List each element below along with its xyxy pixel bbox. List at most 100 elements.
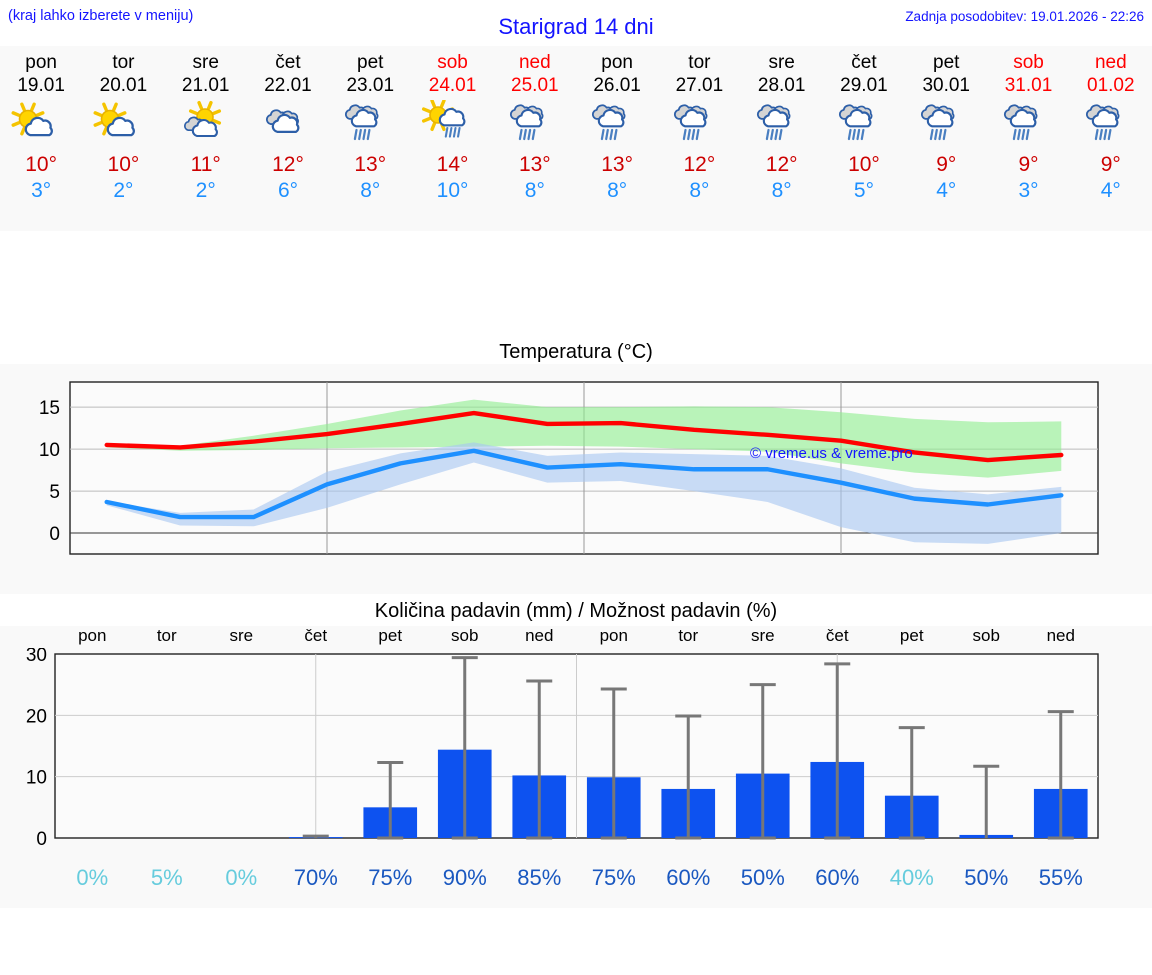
precipitation-day-label: čet bbox=[825, 626, 849, 645]
forecast-min-temp: 8° bbox=[360, 179, 381, 202]
forecast-max-temp: 12° bbox=[272, 153, 304, 176]
precipitation-chart-section: Količina padavin (mm) / Možnost padavin … bbox=[0, 598, 1152, 908]
rain-icon bbox=[333, 100, 407, 152]
forecast-day-date: 23.01 bbox=[346, 75, 395, 96]
forecast-day-date: 21.01 bbox=[181, 75, 230, 96]
forecast-day-column[interactable]: tor 20.01 10° 2° bbox=[82, 46, 164, 231]
forecast-day-name: čet bbox=[275, 52, 301, 73]
precipitation-probability-label: 60% bbox=[666, 865, 711, 890]
forecast-min-temp: 2° bbox=[113, 179, 134, 202]
precipitation-probability-label: 85% bbox=[517, 865, 562, 890]
forecast-day-date: 29.01 bbox=[840, 75, 888, 96]
forecast-day-column[interactable]: sob 24.01 14° 10° bbox=[411, 46, 493, 231]
forecast-day-name: tor bbox=[112, 52, 135, 73]
precipitation-probability-label: 70% bbox=[293, 865, 338, 890]
temperature-chart-section: Temperatura (°C) 0 5 10 15 © vreme.us & vre… bbox=[0, 336, 1152, 594]
forecast-max-temp: 12° bbox=[683, 153, 716, 176]
forecast-day-date: 24.01 bbox=[428, 75, 477, 96]
rain-icon bbox=[745, 100, 819, 152]
rain-icon bbox=[498, 100, 572, 152]
rain-icon bbox=[827, 100, 901, 152]
cloudy-icon bbox=[251, 100, 325, 152]
forecast-max-temp: 13° bbox=[518, 153, 551, 176]
daily-forecast-strip: pon 19.01 10° 3° tor 20.01 10° 2° sre 21.01 11° 2° č… bbox=[0, 46, 1152, 231]
forecast-day-column[interactable]: čet 22.01 12° 6° bbox=[247, 46, 329, 231]
rain-icon bbox=[909, 100, 983, 152]
svg-text:30: 30 bbox=[26, 648, 47, 666]
precipitation-day-label: ned bbox=[525, 626, 554, 645]
forecast-day-column[interactable]: pon 26.01 13° 8° bbox=[576, 46, 658, 231]
forecast-day-date: 26.01 bbox=[593, 75, 641, 96]
temperature-chart-svg: 0 5 10 15 bbox=[39, 381, 1099, 555]
forecast-day-column[interactable]: pon 19.01 10° 3° bbox=[0, 46, 82, 231]
forecast-max-temp: 9° bbox=[1018, 153, 1039, 176]
forecast-max-temp: 9° bbox=[936, 153, 957, 176]
menu-hint-text: (kraj lahko izberete v meniju) bbox=[8, 8, 194, 24]
forecast-day-date: 20.01 bbox=[99, 75, 148, 96]
precipitation-day-label: tor bbox=[678, 626, 699, 645]
precipitation-chart-title: Količina padavin (mm) / Možnost padavin … bbox=[0, 598, 1152, 626]
forecast-min-temp: 8° bbox=[524, 179, 545, 202]
forecast-day-name: tor bbox=[688, 52, 711, 73]
forecast-min-temp: 6° bbox=[277, 179, 299, 202]
forecast-min-temp: 4° bbox=[1100, 179, 1121, 202]
precipitation-day-label: ned bbox=[1046, 626, 1075, 645]
forecast-max-temp: 12° bbox=[765, 153, 798, 176]
forecast-day-date: 31.01 bbox=[1004, 75, 1053, 96]
forecast-max-temp: 10° bbox=[848, 153, 880, 176]
precipitation-day-label: sob bbox=[972, 626, 1000, 645]
forecast-day-column[interactable]: sre 28.01 12° 8° bbox=[741, 46, 823, 231]
forecast-day-column[interactable]: ned 25.01 13° 8° bbox=[494, 46, 576, 231]
forecast-day-date: 27.01 bbox=[675, 75, 724, 96]
rain-icon bbox=[580, 100, 654, 152]
precipitation-day-labels: pon tor sre čet pet sob ned pon tor sre čet pet sob n… bbox=[0, 626, 1152, 648]
forecast-max-temp: 9° bbox=[1100, 153, 1121, 176]
sun-cloud-icon bbox=[86, 100, 160, 152]
forecast-max-temp: 11° bbox=[190, 153, 221, 176]
forecast-day-column[interactable]: pet 30.01 9° 4° bbox=[905, 46, 987, 231]
forecast-day-name: čet bbox=[851, 52, 877, 73]
forecast-max-temp: 10° bbox=[107, 153, 140, 176]
forecast-min-temp: 3° bbox=[31, 179, 52, 202]
forecast-day-name: sre bbox=[192, 52, 219, 73]
forecast-day-name: sre bbox=[768, 52, 795, 73]
forecast-day-column[interactable]: čet 29.01 10° 5° bbox=[823, 46, 905, 231]
forecast-day-column[interactable]: ned 01.02 9° 4° bbox=[1070, 46, 1152, 231]
forecast-min-temp: 8° bbox=[607, 179, 628, 202]
precipitation-plot: 0 10 20 30 bbox=[0, 648, 1152, 863]
svg-text:10: 10 bbox=[26, 768, 47, 789]
forecast-day-column[interactable]: sob 31.01 9° 3° bbox=[987, 46, 1069, 231]
forecast-min-temp: 3° bbox=[1018, 179, 1039, 202]
precipitation-probability-label: 75% bbox=[591, 865, 636, 890]
precipitation-probability-label: 50% bbox=[740, 865, 785, 890]
precipitation-probability-label: 40% bbox=[889, 865, 934, 890]
forecast-min-temp: 2° bbox=[195, 179, 216, 202]
forecast-day-column[interactable]: pet 23.01 13° 8° bbox=[329, 46, 411, 231]
forecast-day-name: pet bbox=[357, 52, 384, 73]
svg-text:0: 0 bbox=[36, 829, 47, 850]
svg-text:20: 20 bbox=[26, 706, 47, 727]
forecast-day-column[interactable]: tor 27.01 12° 8° bbox=[658, 46, 740, 231]
forecast-day-date: 19.01 bbox=[17, 75, 65, 96]
temperature-chart-title: Temperatura (°C) bbox=[0, 336, 1152, 364]
rain-icon bbox=[1074, 100, 1148, 152]
forecast-day-name: sob bbox=[437, 52, 468, 73]
sun-cloud-icon bbox=[4, 100, 78, 152]
precipitation-probability-label: 90% bbox=[442, 865, 487, 890]
page-header: (kraj lahko izberete v meniju) Starigrad… bbox=[0, 0, 1152, 46]
svg-text:5: 5 bbox=[49, 482, 60, 503]
svg-text:15: 15 bbox=[39, 398, 60, 419]
precipitation-probability-row: 0% 5% 0% 70% 75% 90% 85% 75% 60% 50% 60% 40% 50% 55% bbox=[0, 863, 1152, 907]
svg-text:0: 0 bbox=[49, 524, 60, 545]
precipitation-probability-label: 5% bbox=[150, 865, 183, 890]
forecast-day-column[interactable]: sre 21.01 11° 2° bbox=[165, 46, 247, 231]
precipitation-day-label: pon bbox=[599, 626, 628, 645]
precipitation-day-label: pon bbox=[78, 626, 107, 645]
precipitation-probability-label: 55% bbox=[1038, 865, 1083, 890]
sun-graycloud-icon bbox=[169, 100, 243, 152]
forecast-day-name: sob bbox=[1013, 52, 1044, 73]
forecast-min-temp: 5° bbox=[853, 179, 874, 202]
forecast-day-name: pet bbox=[933, 52, 960, 73]
forecast-min-temp: 10° bbox=[436, 179, 469, 202]
forecast-day-date: 25.01 bbox=[511, 75, 559, 96]
